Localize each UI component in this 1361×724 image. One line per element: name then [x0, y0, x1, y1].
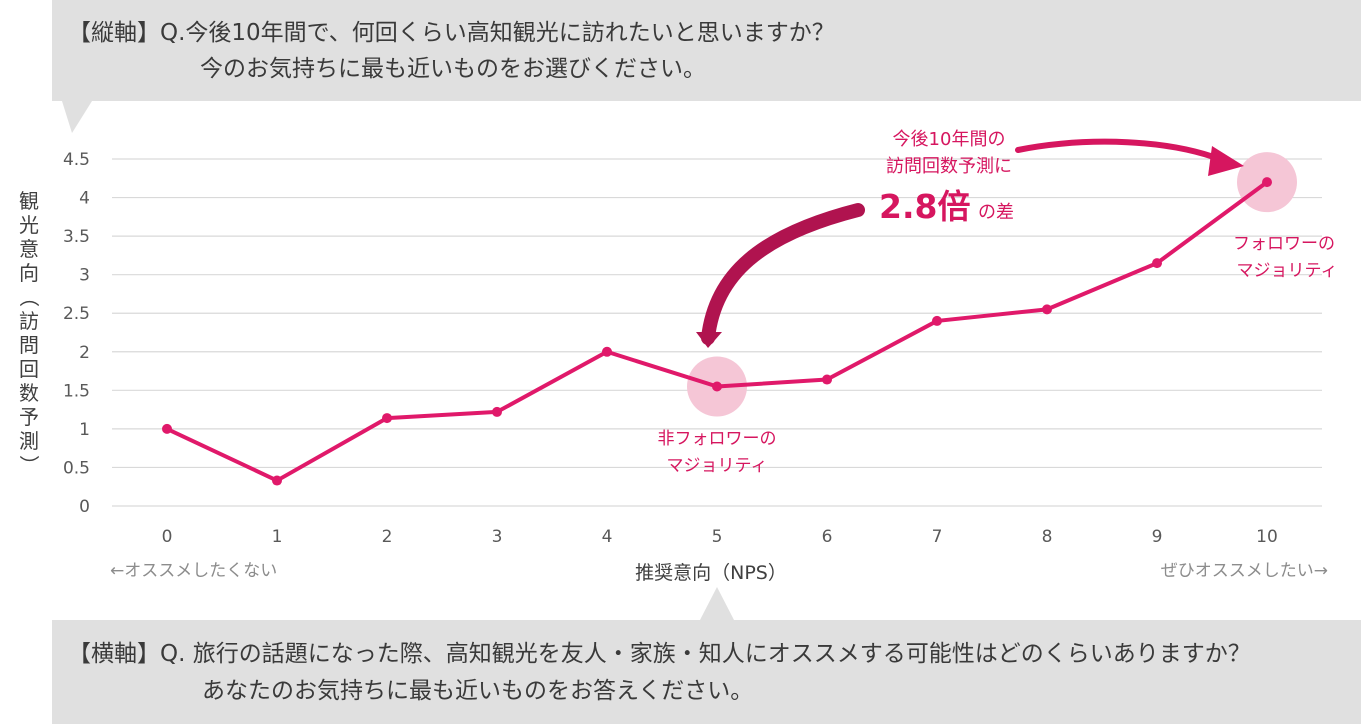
follower-annotation-line1: フォロワーの	[1233, 234, 1335, 254]
x-tick-label: 4	[602, 527, 613, 547]
vertical-axis-question-box: 【縦軸】Q.今後10年間で、何回くらい高知観光に訪れたいと思いますか？ 今のお気…	[52, 0, 1361, 101]
y-tick-label: 0.5	[63, 458, 90, 478]
curved-arrow-to-non-follower	[701, 203, 865, 345]
gap-annotation-suffix: の差	[978, 202, 1014, 223]
y-tick-label: 2.5	[63, 304, 90, 324]
x-tick-label: 2	[382, 527, 393, 547]
data-point	[1262, 177, 1272, 188]
x-axis-ticks: 0 1 2 3 4 5 6 7 8 9 10	[162, 527, 1278, 547]
y-axis-label-char: 問	[19, 333, 39, 357]
data-point	[602, 346, 612, 357]
data-point	[1042, 304, 1052, 315]
gap-annotation-multiplier: 2.8倍	[879, 187, 970, 226]
y-axis-label-char: 光	[19, 213, 39, 237]
y-tick-label: 4	[79, 189, 90, 209]
x-tick-label: 9	[1152, 527, 1163, 547]
horizontal-axis-question-line1: 【横軸】Q. 旅行の話題になった際、高知観光を友人・家族・知人にオススメする可能…	[68, 641, 1251, 667]
y-tick-label: 1.5	[63, 381, 90, 401]
non-follower-annotation-line1: 非フォロワーの	[658, 429, 777, 449]
y-tick-label: 3.5	[63, 227, 90, 247]
gap-annotation-line2: 訪問回数予測に	[886, 156, 1012, 177]
data-point	[822, 374, 832, 385]
x-tick-label: 7	[932, 527, 943, 547]
gap-annotation-line1: 今後10年間の	[893, 129, 1006, 150]
data-point	[1152, 258, 1162, 269]
horizontal-axis-question-box: 【横軸】Q. 旅行の話題になった際、高知観光を友人・家族・知人にオススメする可能…	[52, 620, 1361, 724]
x-axis-left-note: ←オススメしたくない	[110, 561, 277, 581]
x-axis-right-note: ぜひオススメしたい→	[1161, 561, 1328, 581]
data-point	[382, 413, 392, 424]
y-tick-label: 2	[79, 343, 90, 363]
data-point	[162, 423, 172, 434]
non-follower-annotation-line2: マジョリティ	[667, 456, 768, 476]
y-axis-label-char: 訪	[19, 309, 39, 333]
bottom-bubble-tail	[700, 587, 734, 620]
y-axis-ticks: 0 0.5 1 1.5 2 2.5 3 3.5 4 4.5	[63, 150, 90, 517]
y-axis-label-char: 向	[19, 261, 39, 285]
y-axis-label-char: 数	[19, 381, 39, 405]
x-tick-label: 8	[1042, 527, 1053, 547]
vertical-axis-question-line2: 今のお気持ちに最も近いものをお選びください。	[200, 56, 706, 82]
y-axis-label-char: 測	[19, 429, 39, 453]
x-tick-label: 0	[162, 527, 173, 547]
data-point	[492, 406, 502, 417]
x-tick-label: 1	[272, 527, 283, 547]
data-points	[162, 177, 1272, 486]
y-axis-label-char: 予	[19, 405, 39, 429]
horizontal-axis-question-line2: あなたのお気持ちに最も近いものをお答えください。	[202, 678, 754, 704]
x-tick-label: 3	[492, 527, 503, 547]
x-tick-label: 5	[712, 527, 723, 547]
y-axis-label-char: 意	[19, 237, 39, 261]
data-point	[712, 381, 722, 392]
arrowhead-follower	[1208, 146, 1244, 176]
y-tick-label: 3	[79, 266, 90, 286]
data-point	[932, 315, 942, 326]
follower-annotation-line2: マジョリティ	[1237, 261, 1338, 281]
data-point	[272, 475, 282, 486]
x-axis-label: 推奨意向（NPS）	[635, 562, 787, 584]
x-tick-label: 10	[1256, 527, 1278, 547]
y-axis-label-char: ）	[17, 455, 41, 475]
curved-arrow-to-follower	[1015, 138, 1225, 163]
y-axis-label-char: （	[17, 287, 41, 307]
y-axis-label-char: 回	[19, 357, 39, 381]
y-tick-label: 1	[79, 420, 90, 440]
y-axis-label-char: 観	[19, 189, 39, 213]
x-tick-label: 6	[822, 527, 833, 547]
y-tick-label: 4.5	[63, 150, 90, 170]
top-bubble-tail	[62, 101, 92, 133]
vertical-axis-question-line1: 【縦軸】Q.今後10年間で、何回くらい高知観光に訪れたいと思いますか？	[68, 20, 835, 46]
y-tick-label: 0	[79, 497, 90, 517]
arrowhead-non-follower	[696, 332, 722, 348]
